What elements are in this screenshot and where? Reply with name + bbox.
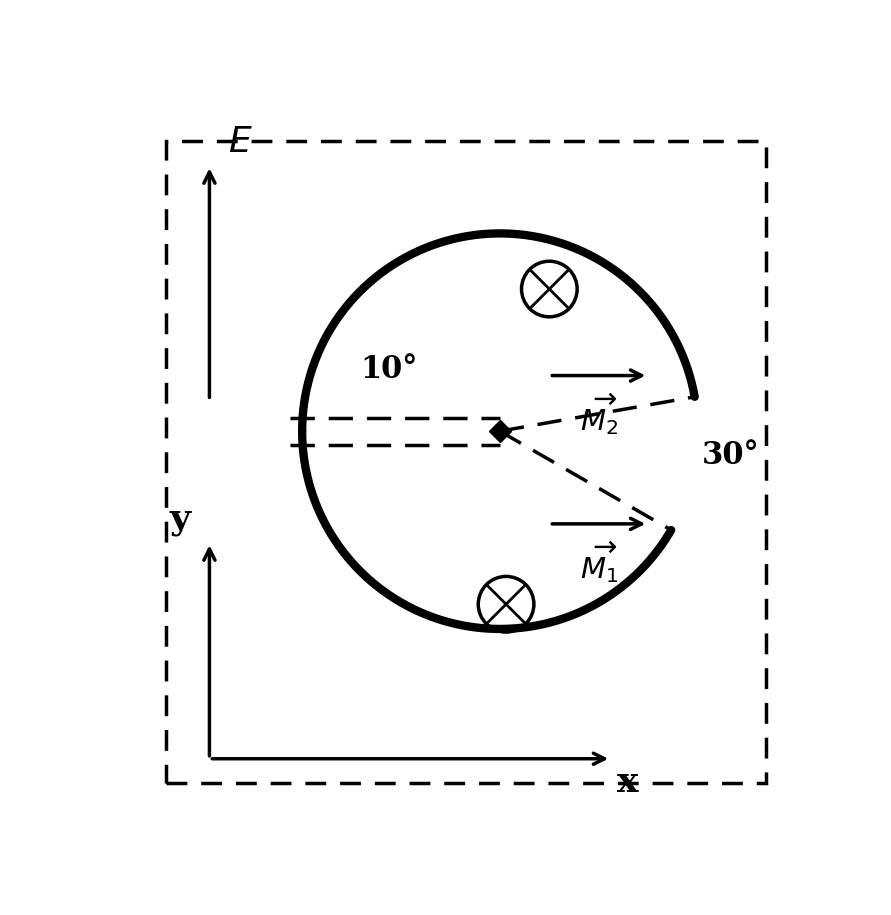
Text: y: y <box>170 502 191 536</box>
Text: 10°: 10° <box>360 354 417 385</box>
Text: $E$: $E$ <box>228 125 253 159</box>
Text: $\overrightarrow{M_1}$: $\overrightarrow{M_1}$ <box>580 539 617 586</box>
Text: 30°: 30° <box>702 440 759 471</box>
Text: x: x <box>617 765 639 799</box>
Text: $\overrightarrow{M_2}$: $\overrightarrow{M_2}$ <box>580 391 617 436</box>
Bar <box>166 141 765 783</box>
